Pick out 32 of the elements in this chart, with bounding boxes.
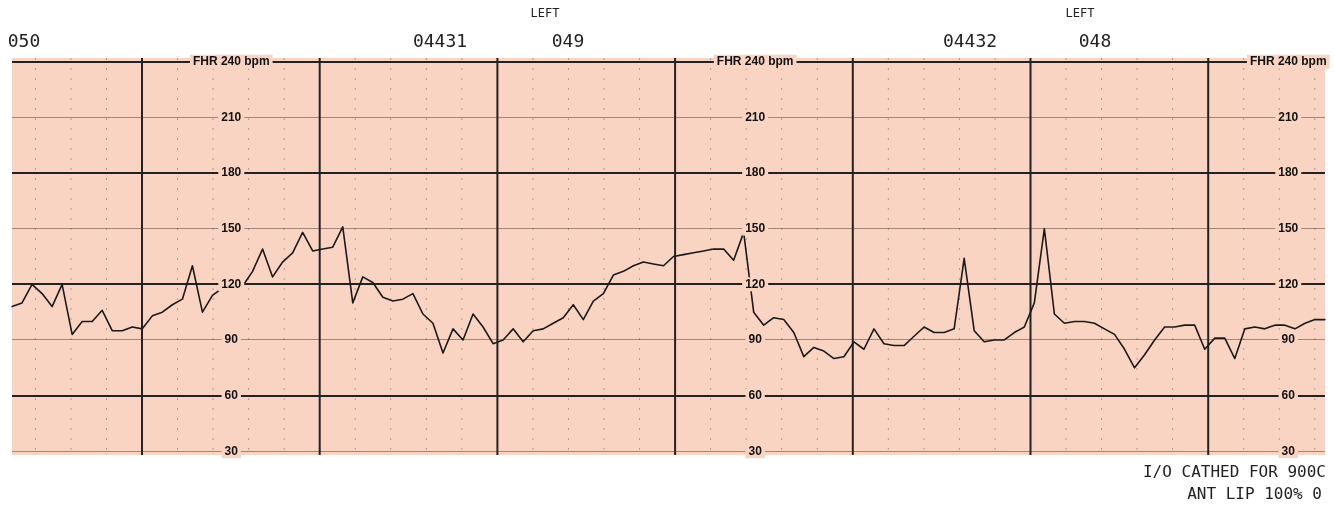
y2-tick-label: 150: [745, 220, 766, 235]
y3-tick-label: FHR 240 bpm: [1249, 54, 1327, 69]
text: LEFT: [1065, 6, 1095, 21]
y-tick-label: FHR 240 bpm: [192, 54, 270, 69]
text: LEFT: [530, 6, 560, 21]
y2-tick-label: 30: [748, 443, 763, 458]
y3-tick-label: 150: [1278, 220, 1299, 235]
y2-tick-label: FHR 240 bpm: [716, 54, 794, 69]
y3-tick-label: 60: [1281, 387, 1296, 402]
y2-tick-label: 210: [745, 109, 766, 124]
y2-tick-label: 180: [745, 165, 766, 180]
y-tick-label: 180: [221, 165, 242, 180]
text: 050: [7, 29, 41, 51]
y3-tick-label: 120: [1278, 276, 1299, 291]
y2-tick-label: 60: [748, 387, 763, 402]
text: 049: [551, 29, 585, 51]
y-tick-label: 30: [224, 443, 239, 458]
y3-tick-label: 30: [1281, 443, 1296, 458]
y3-tick-label: 180: [1278, 165, 1299, 180]
y2-tick-label: 90: [748, 332, 763, 347]
text: I/O CATHED FOR 900C: [1142, 462, 1326, 482]
y-tick-label: 60: [224, 387, 239, 402]
text: ANT LIP 100% 0: [1187, 484, 1322, 504]
y-tick-label: 90: [224, 332, 239, 347]
y2-tick-label: 120: [745, 276, 766, 291]
text: 048: [1078, 29, 1112, 51]
y3-tick-label: 90: [1281, 332, 1296, 347]
text: 04431: [412, 29, 468, 51]
y-tick-label: 210: [221, 109, 242, 124]
text: 04432: [942, 29, 998, 51]
y3-tick-label: 210: [1278, 109, 1299, 124]
y-tick-label: 150: [221, 220, 242, 235]
